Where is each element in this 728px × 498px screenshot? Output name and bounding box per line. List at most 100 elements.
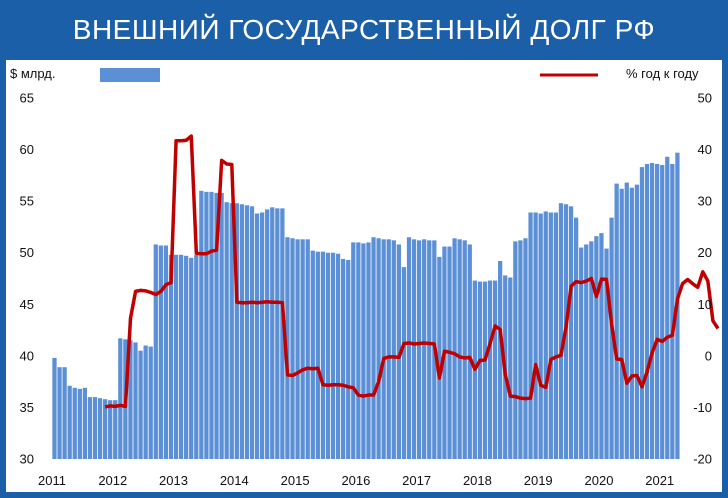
right-tick-label: -20 [693, 452, 712, 467]
bar [558, 203, 564, 459]
bar [346, 259, 351, 459]
bar [670, 164, 675, 459]
bar [649, 162, 655, 459]
bar [194, 254, 199, 459]
bar [361, 243, 366, 459]
right-axis: -20 -10 0 10 20 30 40 50 [693, 91, 712, 467]
left-tick-label: 65 [20, 91, 34, 106]
bar [173, 254, 179, 459]
bar [366, 242, 371, 459]
bar [239, 204, 244, 459]
bar [422, 239, 427, 459]
bar [290, 238, 295, 459]
bar [371, 237, 376, 459]
right-tick-label: -10 [693, 400, 712, 415]
right-tick-label: 0 [705, 348, 712, 363]
bar [381, 239, 386, 459]
left-axis-unit-label: $ млрд. [10, 66, 56, 81]
bar [310, 250, 315, 459]
bar-series [52, 152, 680, 460]
left-tick-label: 50 [20, 245, 34, 260]
bar [189, 257, 194, 459]
bar [644, 164, 650, 459]
bar [254, 213, 260, 459]
bar [467, 244, 472, 459]
left-tick-label: 45 [20, 297, 34, 312]
bar [234, 203, 239, 459]
bar [320, 251, 326, 459]
bar [498, 260, 503, 459]
bar [568, 206, 574, 459]
line-series [104, 134, 720, 409]
bar [508, 277, 513, 459]
bar [260, 212, 265, 459]
bar [482, 281, 488, 459]
x-axis: 2011 2012 2013 2014 2015 2016 2017 2018 2019 2020… [38, 473, 674, 488]
chart-title: ВНЕШНИЙ ГОСУДАРСТВЕННЫЙ ДОЛГ РФ [72, 14, 656, 45]
x-tick-label: 2020 [585, 473, 614, 488]
bar [553, 212, 558, 459]
bar [518, 240, 523, 459]
bar [487, 280, 493, 459]
bar [462, 240, 467, 459]
bar [199, 190, 204, 459]
bar [57, 367, 62, 459]
yoy-line [104, 134, 720, 409]
bar [97, 398, 103, 459]
bar [538, 213, 543, 459]
bar [477, 281, 483, 459]
bar [401, 267, 407, 459]
bar [396, 244, 401, 459]
bar [153, 244, 158, 459]
chart-panel: 30 35 40 45 50 55 60 65 -20 -10 0 10 20 30 40 50 2011 2… [6, 60, 722, 492]
legend: $ млрд. % год к году [10, 66, 699, 82]
bar [579, 247, 584, 459]
bar [411, 239, 417, 459]
x-tick-label: 2014 [220, 473, 249, 488]
left-tick-label: 30 [20, 452, 34, 467]
bar [184, 255, 189, 459]
bar [523, 238, 528, 459]
bar [639, 167, 645, 460]
bar [92, 397, 98, 459]
bar [665, 156, 670, 459]
right-tick-label: 10 [698, 297, 712, 312]
bar [427, 240, 432, 459]
bar [229, 203, 234, 459]
bar [548, 212, 553, 459]
bar [158, 245, 163, 459]
bar [82, 387, 87, 459]
bar [457, 239, 462, 459]
bar [295, 239, 300, 459]
bar [543, 211, 548, 459]
left-axis: 30 35 40 45 50 55 60 65 [20, 91, 34, 467]
bar [133, 342, 138, 459]
bar [315, 251, 320, 459]
bar [330, 252, 336, 459]
bar [624, 182, 629, 459]
bar [417, 240, 422, 459]
bar [356, 242, 361, 459]
bar [244, 205, 250, 459]
bar [391, 240, 396, 459]
bar [619, 188, 624, 459]
x-tick-label: 2017 [402, 473, 431, 488]
bar [305, 239, 310, 459]
bar [574, 217, 579, 459]
bar [128, 340, 133, 459]
bar [285, 237, 290, 459]
bar [589, 241, 594, 459]
bar [406, 237, 412, 459]
legend-bar-swatch [100, 68, 160, 82]
bar [168, 254, 174, 459]
bar [376, 238, 381, 459]
bar [204, 191, 209, 460]
bar [118, 338, 123, 459]
bar [77, 388, 82, 459]
right-tick-label: 50 [698, 91, 712, 106]
bar [634, 184, 640, 459]
bar [224, 202, 229, 460]
right-axis-unit-label: % год к году [626, 66, 699, 81]
bar [614, 183, 619, 460]
